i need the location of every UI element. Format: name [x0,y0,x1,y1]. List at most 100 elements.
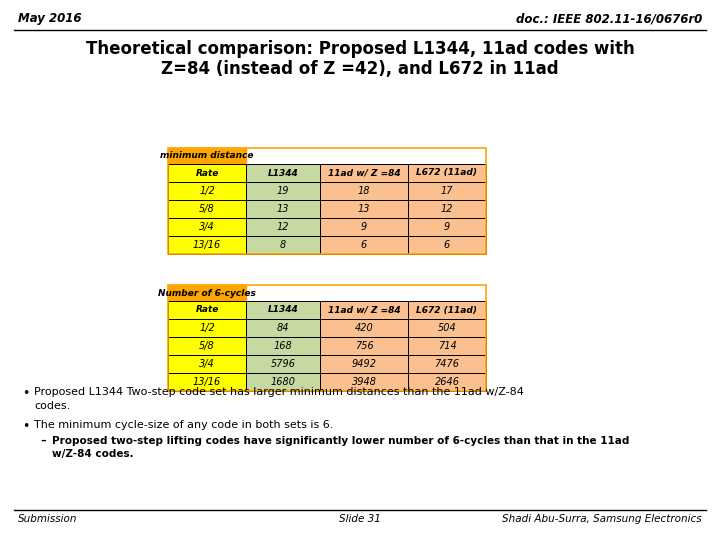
Text: 9492: 9492 [351,359,377,369]
Text: 19: 19 [276,186,289,196]
Text: 8: 8 [280,240,286,250]
Bar [408,236,486,254]
Text: 12: 12 [276,222,289,232]
Text: 1/2: 1/2 [199,323,215,333]
Bar [320,200,408,218]
Text: 5/8: 5/8 [199,204,215,214]
Bar [168,236,246,254]
Text: L672 (11ad): L672 (11ad) [416,306,477,314]
Text: 11ad w/ Z =84: 11ad w/ Z =84 [328,168,400,178]
Bar [246,200,320,218]
Text: 3/4: 3/4 [199,359,215,369]
Bar [320,337,408,355]
Text: •: • [22,387,30,400]
Bar [168,301,246,319]
Bar [408,200,486,218]
Text: Submission: Submission [18,514,78,524]
Bar [168,373,246,391]
Text: doc.: IEEE 802.11-16/0676r0: doc.: IEEE 802.11-16/0676r0 [516,12,702,25]
Bar [408,301,486,319]
Text: 5796: 5796 [271,359,295,369]
Text: Z=84 (instead of Z =42), and L672 in 11ad: Z=84 (instead of Z =42), and L672 in 11a… [161,60,559,78]
Bar [320,319,408,337]
Bar [408,337,486,355]
Bar [320,373,408,391]
Bar [168,355,246,373]
Bar [246,301,320,319]
Bar [168,200,246,218]
Bar [408,355,486,373]
Text: May 2016: May 2016 [18,12,81,25]
Text: 18: 18 [358,186,370,196]
Text: Shadi Abu-Surra, Samsung Electronics: Shadi Abu-Surra, Samsung Electronics [503,514,702,524]
Bar [246,164,320,182]
Text: 6: 6 [361,240,367,250]
Bar [168,148,246,164]
Text: 9: 9 [444,222,450,232]
Bar [320,164,408,182]
Text: 7476: 7476 [434,359,459,369]
Text: Rate: Rate [195,306,219,314]
Bar [408,319,486,337]
Bar [246,373,320,391]
Text: The minimum cycle-size of any code in both sets is 6.: The minimum cycle-size of any code in bo… [34,420,333,430]
Text: 3/4: 3/4 [199,222,215,232]
Text: 12: 12 [441,204,454,214]
Bar [246,218,320,236]
Bar [320,182,408,200]
Bar [408,373,486,391]
Bar [168,337,246,355]
Text: 84: 84 [276,323,289,333]
Text: –: – [40,436,45,446]
Text: 13: 13 [358,204,370,214]
Text: codes.: codes. [34,401,71,411]
Bar [168,285,246,301]
Bar [168,182,246,200]
Text: 3948: 3948 [351,377,377,387]
Text: 168: 168 [274,341,292,351]
Bar [408,182,486,200]
Bar [168,164,246,182]
Text: Proposed two-step lifting codes have significantly lower number of 6-cycles than: Proposed two-step lifting codes have sig… [52,436,629,446]
Text: 1/2: 1/2 [199,186,215,196]
Text: Theoretical comparison: Proposed L1344, 11ad codes with: Theoretical comparison: Proposed L1344, … [86,40,634,58]
Text: Slide 31: Slide 31 [339,514,381,524]
Bar [320,301,408,319]
Bar [320,236,408,254]
Text: L1344: L1344 [268,306,298,314]
Text: Proposed L1344 Two-step code set has larger minimum distances than the 11ad w/Z-: Proposed L1344 Two-step code set has lar… [34,387,524,397]
Text: 756: 756 [355,341,374,351]
Text: 2646: 2646 [434,377,459,387]
Text: w/Z-84 codes.: w/Z-84 codes. [52,449,134,459]
Text: 5/8: 5/8 [199,341,215,351]
Text: 504: 504 [438,323,456,333]
Text: Number of 6-cycles: Number of 6-cycles [158,288,256,298]
Text: 17: 17 [441,186,454,196]
Bar [168,319,246,337]
Bar [246,182,320,200]
Bar [408,164,486,182]
Text: 420: 420 [355,323,374,333]
Text: •: • [22,420,30,433]
Bar [168,285,486,391]
Text: 13/16: 13/16 [193,377,221,387]
Bar [168,148,486,254]
Text: 1680: 1680 [271,377,295,387]
Text: 714: 714 [438,341,456,351]
Bar [408,218,486,236]
Bar [246,236,320,254]
Text: Rate: Rate [195,168,219,178]
Bar [320,355,408,373]
Text: 13: 13 [276,204,289,214]
Text: 6: 6 [444,240,450,250]
Bar [168,218,246,236]
Bar [320,218,408,236]
Bar [246,355,320,373]
Text: 11ad w/ Z =84: 11ad w/ Z =84 [328,306,400,314]
Text: 9: 9 [361,222,367,232]
Text: L672 (11ad): L672 (11ad) [416,168,477,178]
Text: L1344: L1344 [268,168,298,178]
Text: minimum distance: minimum distance [161,152,253,160]
Text: 13/16: 13/16 [193,240,221,250]
Bar [246,337,320,355]
